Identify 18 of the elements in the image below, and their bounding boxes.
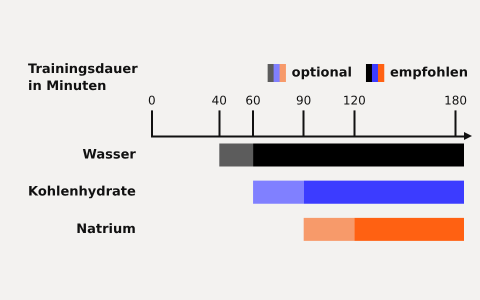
y-tick-label: Wasser <box>82 147 136 162</box>
x-tick-label: 180 <box>444 93 468 108</box>
x-tick-label: 90 <box>296 93 312 108</box>
y-tick-label: Kohlenhydrate <box>28 184 136 200</box>
x-tick-label: 0 <box>148 93 156 108</box>
x-tick-label: 120 <box>342 93 366 108</box>
legend-label: empfohlen <box>390 65 468 80</box>
bar <box>304 218 354 241</box>
y-tick-label: Natrium <box>76 222 136 237</box>
bar <box>253 143 464 167</box>
x-tick-label: 60 <box>245 93 261 108</box>
bar <box>304 180 464 204</box>
legend-label: optional <box>292 65 352 80</box>
x-tick-label: 40 <box>212 93 227 108</box>
x-axis-title: Trainingsdauer in Minuten <box>28 62 138 94</box>
bar <box>354 218 464 241</box>
bar <box>253 180 304 204</box>
bar <box>219 143 254 167</box>
